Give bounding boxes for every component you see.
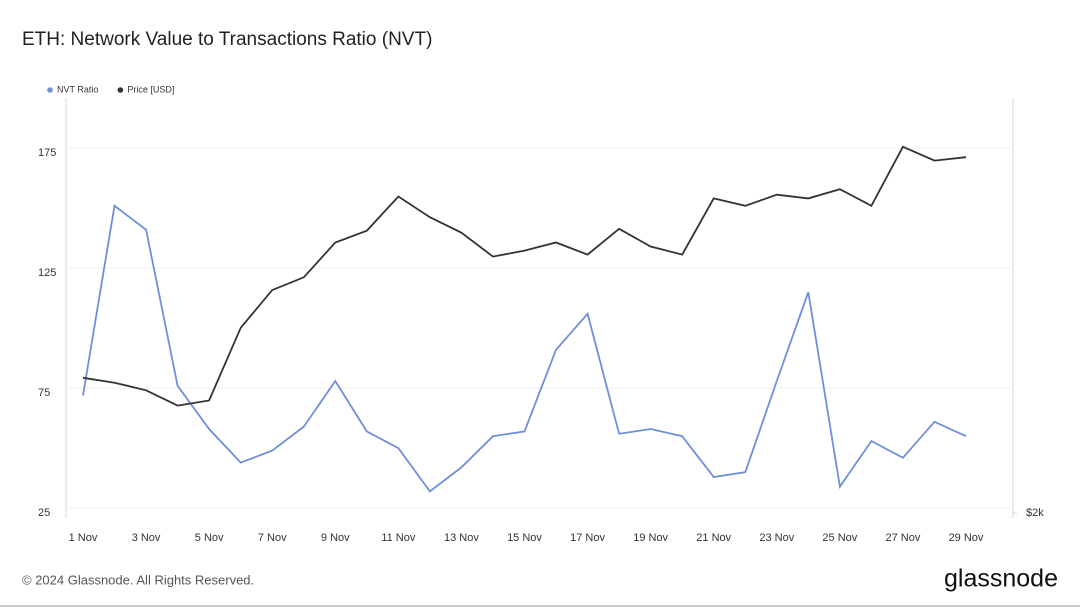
x-tick-label: 7 Nov <box>258 532 287 544</box>
x-tick-label: 3 Nov <box>132 532 161 544</box>
x-tick-label: 27 Nov <box>885 532 920 544</box>
x-tick-label: 9 Nov <box>321 532 350 544</box>
x-tick-label: 23 Nov <box>759 532 794 544</box>
legend-label: NVT Ratio <box>57 84 98 94</box>
y2-tick-label: $2k <box>1026 507 1044 519</box>
x-tick-label: 21 Nov <box>696 532 731 544</box>
chart-title: ETH: Network Value to Transactions Ratio… <box>22 29 432 50</box>
x-tick-label: 15 Nov <box>507 532 542 544</box>
legend-swatch <box>47 87 53 93</box>
x-tick-label: 25 Nov <box>822 532 857 544</box>
x-tick-label: 11 Nov <box>381 532 416 544</box>
y-tick-label: 175 <box>38 147 56 159</box>
copyright: © 2024 Glassnode. All Rights Reserved. <box>22 572 254 587</box>
legend-swatch <box>117 87 124 93</box>
y-tick-label: 125 <box>38 267 56 279</box>
x-tick-label: 5 Nov <box>195 532 224 544</box>
x-tick-label: 19 Nov <box>633 532 668 544</box>
legend-label: Price [USD] <box>127 84 174 94</box>
x-tick-label: 17 Nov <box>570 532 605 544</box>
series-line <box>82 145 967 407</box>
x-tick-label: 29 Nov <box>949 532 984 544</box>
x-tick-label: 13 Nov <box>444 532 479 544</box>
series-line <box>82 204 967 493</box>
logo: glassnode <box>944 565 1058 593</box>
y-tick-label: 75 <box>38 387 50 399</box>
x-tick-label: 1 Nov <box>69 532 98 544</box>
y-tick-label: 25 <box>38 507 50 519</box>
